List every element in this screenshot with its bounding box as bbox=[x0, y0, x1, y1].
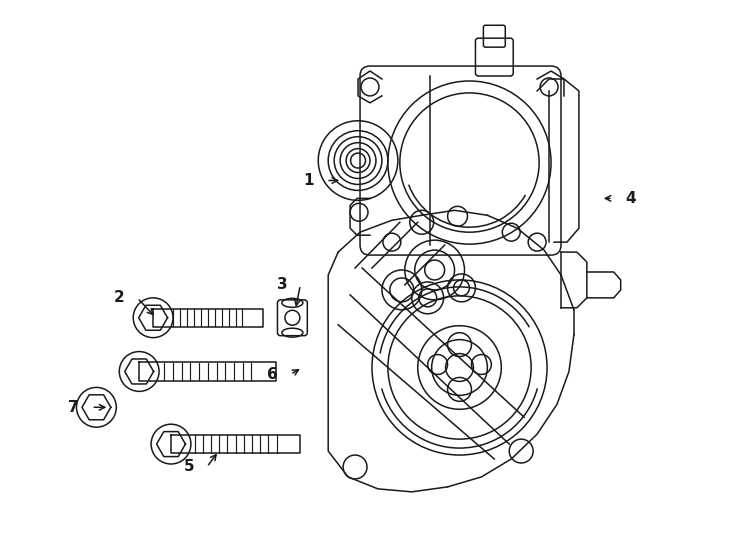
Text: 6: 6 bbox=[267, 367, 278, 382]
Text: 7: 7 bbox=[68, 400, 79, 415]
Text: 1: 1 bbox=[303, 173, 313, 188]
Text: 4: 4 bbox=[625, 191, 636, 206]
Text: 3: 3 bbox=[277, 278, 288, 293]
Text: 2: 2 bbox=[114, 291, 125, 305]
Text: 5: 5 bbox=[184, 460, 195, 475]
